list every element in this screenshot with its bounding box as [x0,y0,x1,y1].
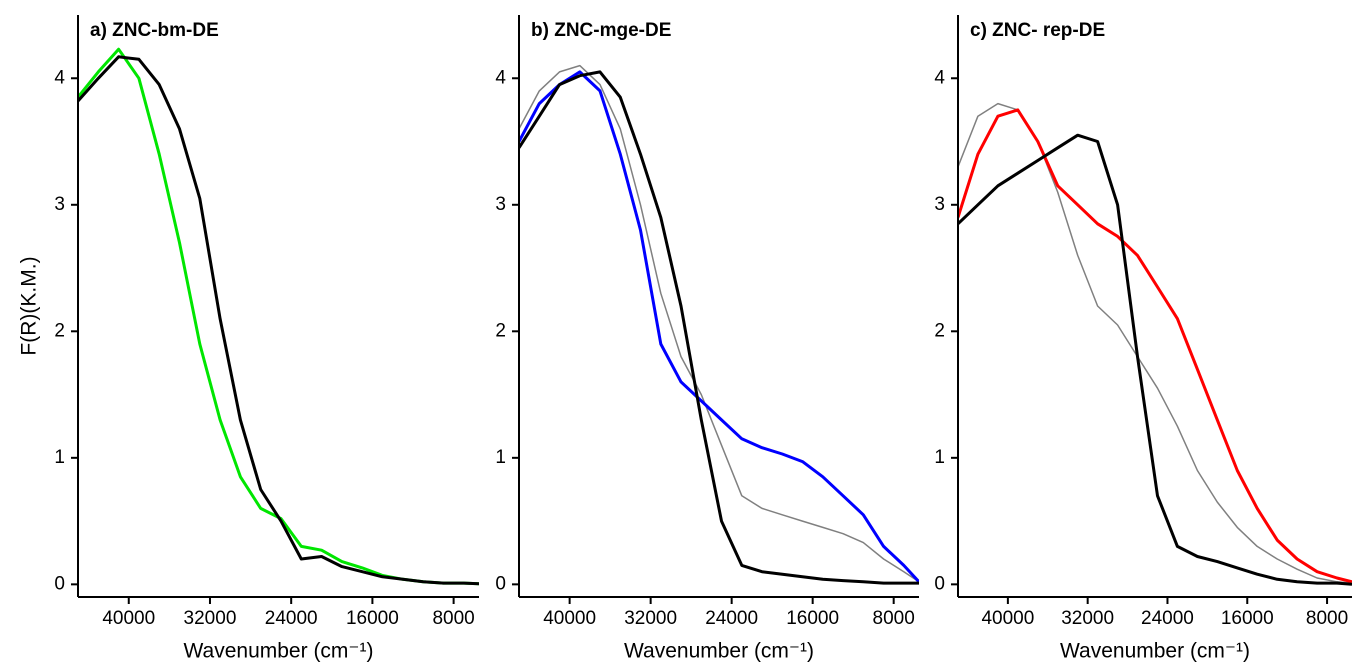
data-line [958,133,1352,586]
chart-title: b) ZNC-mge-DE [531,20,671,41]
data-line [78,47,479,586]
x-axis-label: Wavenumber (cm⁻¹) [1060,640,1250,663]
x-tick-label: 8000 [1306,608,1348,629]
chart-title: a) ZNC-bm-DE [90,20,219,41]
x-tick-label: 32000 [624,608,677,629]
y-tick-label: 1 [54,447,65,468]
data-line [78,55,479,586]
x-axis-label: Wavenumber (cm⁻¹) [184,640,374,663]
x-tick-label: 8000 [432,608,474,629]
y-tick-label: 2 [934,320,945,341]
x-tick-label: 8000 [873,608,915,629]
x-tick-label: 24000 [265,608,318,629]
y-tick-label: 0 [495,573,506,594]
data-line [958,108,1352,584]
y-tick-label: 2 [54,320,65,341]
x-tick-label: 16000 [786,608,839,629]
x-tick-label: 32000 [1061,608,1114,629]
y-axis-label: F(R)(K.M.) [18,256,41,355]
y-tick-label: 0 [934,573,945,594]
y-tick-label: 3 [934,194,945,215]
x-tick-label: 24000 [705,608,758,629]
panel: 0 1 2 3 4 40000 32000 24000 16000 8000 c) ZNC- rep… [934,15,1352,663]
x-tick-label: 24000 [1141,608,1194,629]
x-tick-label: 16000 [346,608,399,629]
lines [958,102,1352,586]
y-tick-label: 1 [934,447,945,468]
x-tick-label: 40000 [543,608,596,629]
y-tick-label: 4 [934,67,945,88]
y-tick-label: 1 [495,447,506,468]
x-tick-label: 40000 [981,608,1034,629]
x-tick-label: 40000 [102,608,155,629]
data-line [958,102,1352,584]
x-tick-label: 32000 [184,608,237,629]
lines [78,47,479,586]
lines [519,64,919,585]
y-tick-label: 0 [54,573,65,594]
panel: 0 1 2 3 4 40000 32000 24000 16000 8000 b) ZNC-mge-… [495,15,919,663]
y-tick-label: 3 [54,194,65,215]
y-tick-label: 4 [54,67,65,88]
chart-title: c) ZNC- rep-DE [970,20,1105,41]
y-tick-label: 4 [495,67,506,88]
data-line [519,70,919,585]
x-tick-label: 16000 [1221,608,1274,629]
panel: 0 1 2 3 4 40000 32000 24000 16000 8000 a) ZNC-bm-D… [18,15,479,663]
y-tick-label: 3 [495,194,506,215]
x-axis-label: Wavenumber (cm⁻¹) [624,640,814,663]
data-line [519,64,919,583]
data-line [519,70,919,583]
y-tick-label: 2 [495,320,506,341]
